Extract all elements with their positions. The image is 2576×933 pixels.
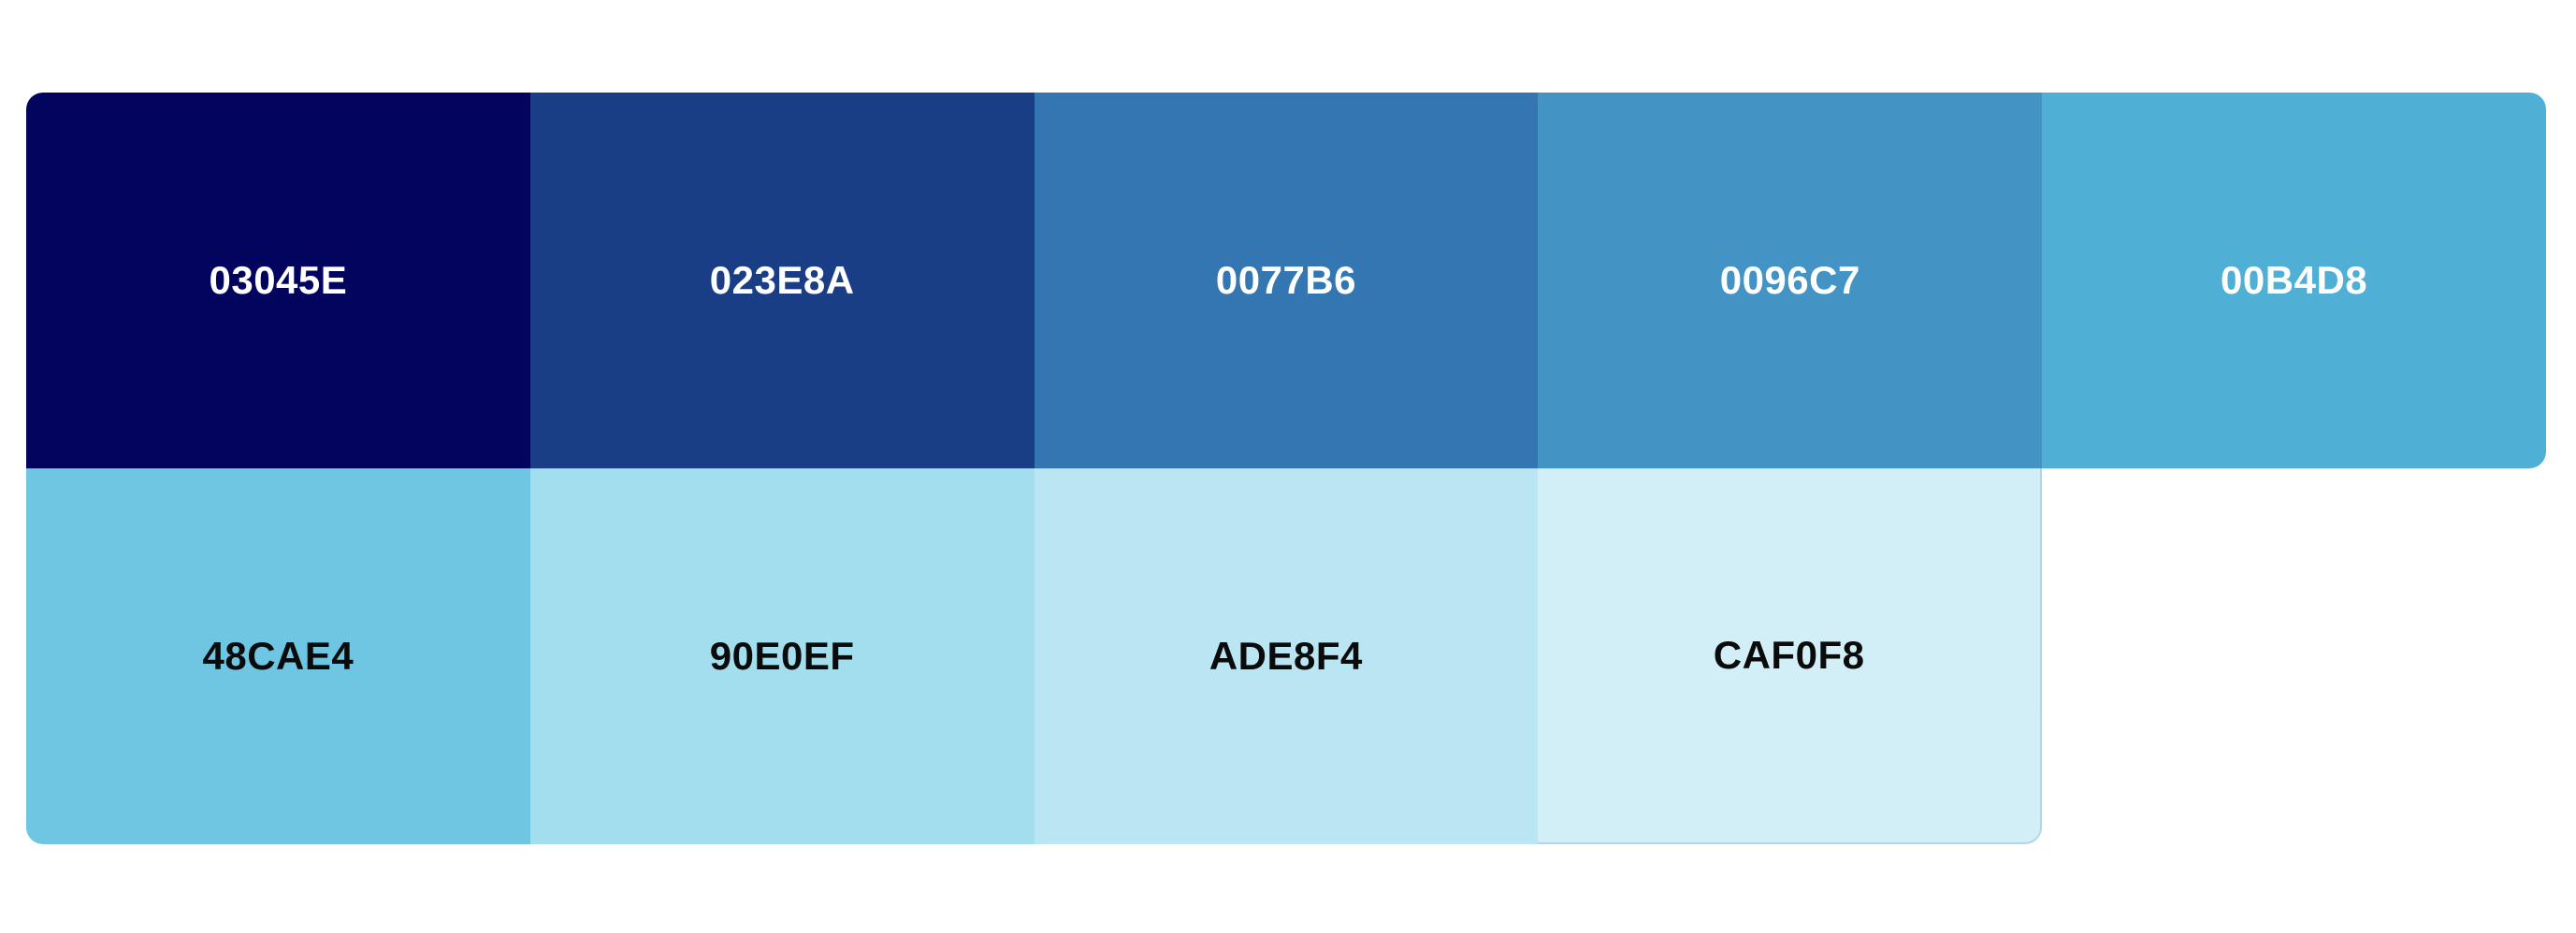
swatch-caf0f8[interactable]: CAF0F8	[1538, 468, 2042, 844]
swatch-hex-label: 0077B6	[1215, 258, 1357, 302]
swatch-hex-label: 90E0EF	[709, 634, 855, 678]
swatch-hex-label: 00B4D8	[2221, 258, 2368, 302]
swatch-hex-label: 0096C7	[1719, 258, 1860, 302]
palette-row-bottom: 48CAE4 90E0EF ADE8F4 CAF0F8	[26, 468, 2042, 844]
swatch-hex-label: 48CAE4	[202, 634, 355, 678]
swatch-ade8f4[interactable]: ADE8F4	[1034, 468, 1539, 844]
swatch-hex-label: 03045E	[209, 258, 348, 302]
swatch-03045e[interactable]: 03045E	[26, 93, 530, 468]
swatch-0077b6[interactable]: 0077B6	[1034, 93, 1539, 468]
swatch-48cae4[interactable]: 48CAE4	[26, 468, 530, 844]
color-palette: 03045E 023E8A 0077B6 0096C7 00B4D8 48CAE…	[26, 93, 2546, 844]
swatch-hex-label: CAF0F8	[1713, 633, 1865, 677]
palette-row-top: 03045E 023E8A 0077B6 0096C7 00B4D8	[26, 93, 2546, 468]
swatch-023e8a[interactable]: 023E8A	[529, 93, 1035, 468]
swatch-hex-label: ADE8F4	[1208, 634, 1363, 678]
swatch-0096c7[interactable]: 0096C7	[1538, 93, 2043, 468]
swatch-hex-label: 023E8A	[709, 258, 855, 302]
swatch-00b4d8[interactable]: 00B4D8	[2042, 93, 2546, 468]
swatch-90e0ef[interactable]: 90E0EF	[529, 468, 1035, 844]
